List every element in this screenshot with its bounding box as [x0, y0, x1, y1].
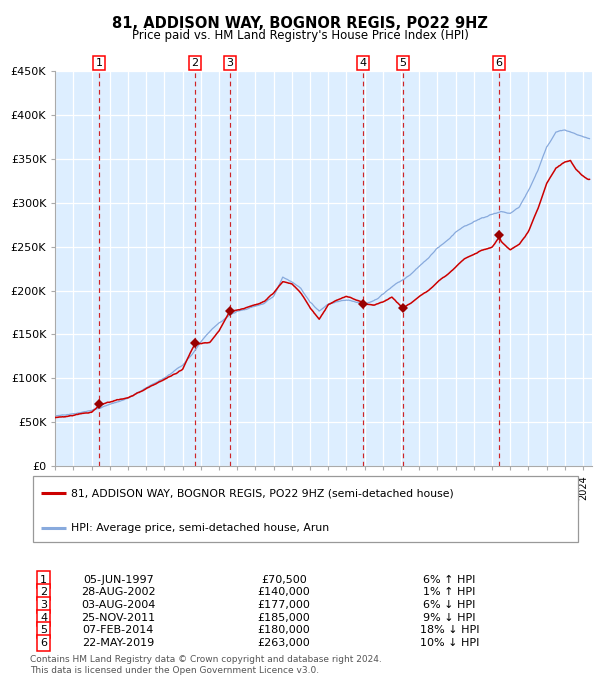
FancyBboxPatch shape [33, 476, 578, 543]
Text: 1: 1 [96, 58, 103, 68]
Text: 3: 3 [40, 600, 47, 610]
Text: 18% ↓ HPI: 18% ↓ HPI [420, 626, 479, 635]
Text: 1: 1 [40, 575, 47, 585]
Text: 5: 5 [400, 58, 406, 68]
Text: 1% ↑ HPI: 1% ↑ HPI [424, 588, 476, 597]
Text: 6: 6 [496, 58, 503, 68]
Text: £180,000: £180,000 [257, 626, 310, 635]
Text: 5: 5 [40, 626, 47, 635]
Text: 25-NOV-2011: 25-NOV-2011 [81, 613, 155, 623]
Text: 3: 3 [226, 58, 233, 68]
Text: HPI: Average price, semi-detached house, Arun: HPI: Average price, semi-detached house,… [71, 523, 329, 532]
Text: 07-FEB-2014: 07-FEB-2014 [83, 626, 154, 635]
Text: 2: 2 [191, 58, 198, 68]
Text: 05-JUN-1997: 05-JUN-1997 [83, 575, 154, 585]
Text: 6% ↓ HPI: 6% ↓ HPI [424, 600, 476, 610]
Text: Contains HM Land Registry data © Crown copyright and database right 2024.
This d: Contains HM Land Registry data © Crown c… [30, 655, 382, 675]
Text: 4: 4 [359, 58, 367, 68]
Text: 6% ↑ HPI: 6% ↑ HPI [424, 575, 476, 585]
Text: 4: 4 [40, 613, 47, 623]
Text: £177,000: £177,000 [257, 600, 310, 610]
Text: 6: 6 [40, 638, 47, 648]
Text: 81, ADDISON WAY, BOGNOR REGIS, PO22 9HZ (semi-detached house): 81, ADDISON WAY, BOGNOR REGIS, PO22 9HZ … [71, 488, 454, 498]
Text: Price paid vs. HM Land Registry's House Price Index (HPI): Price paid vs. HM Land Registry's House … [131, 29, 469, 42]
Text: 2: 2 [40, 588, 47, 597]
Text: 22-MAY-2019: 22-MAY-2019 [82, 638, 154, 648]
Text: 81, ADDISON WAY, BOGNOR REGIS, PO22 9HZ: 81, ADDISON WAY, BOGNOR REGIS, PO22 9HZ [112, 16, 488, 31]
Text: 9% ↓ HPI: 9% ↓ HPI [423, 613, 476, 623]
Text: £263,000: £263,000 [257, 638, 310, 648]
Text: £70,500: £70,500 [261, 575, 307, 585]
Text: £140,000: £140,000 [257, 588, 310, 597]
Text: 03-AUG-2004: 03-AUG-2004 [81, 600, 155, 610]
Text: £185,000: £185,000 [257, 613, 310, 623]
Text: 10% ↓ HPI: 10% ↓ HPI [420, 638, 479, 648]
Text: 28-AUG-2002: 28-AUG-2002 [81, 588, 155, 597]
